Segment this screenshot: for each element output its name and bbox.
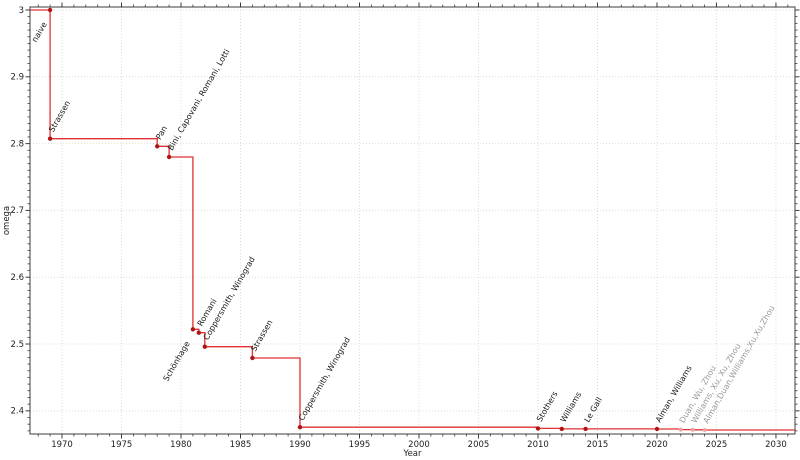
data-point-label: Strassen bbox=[47, 99, 72, 134]
x-tick-label: 2005 bbox=[468, 440, 490, 450]
data-point-marker bbox=[297, 425, 303, 430]
data-point-marker bbox=[690, 427, 695, 432]
data-point-label: naive bbox=[30, 20, 49, 43]
data-point-marker bbox=[202, 344, 207, 349]
data-point-marker bbox=[155, 144, 160, 149]
data-point-marker bbox=[535, 426, 541, 431]
data-point-label: Bini, Capovani, Romani, Lotti bbox=[166, 48, 232, 152]
data-point-marker bbox=[250, 355, 255, 361]
x-tick-label: 1985 bbox=[230, 440, 252, 450]
x-tick-label: 2020 bbox=[646, 440, 668, 450]
data-point-label: Williams bbox=[559, 390, 584, 424]
x-tick-label: 1975 bbox=[111, 440, 133, 450]
data-point-marker bbox=[702, 428, 707, 432]
data-point-marker bbox=[190, 327, 196, 332]
data-point-label: Pan bbox=[154, 124, 169, 141]
data-point-marker bbox=[47, 136, 53, 141]
y-tick-label: 2.7 bbox=[10, 206, 24, 216]
x-tick-label: 1990 bbox=[289, 440, 311, 450]
x-tick-label: 1995 bbox=[349, 440, 371, 450]
data-point-label: Schönhage bbox=[162, 340, 192, 383]
x-tick-label: 2015 bbox=[587, 440, 609, 450]
x-tick-label: 1970 bbox=[51, 440, 73, 450]
plot-box bbox=[29, 6, 796, 435]
x-tick-label: 2025 bbox=[706, 440, 728, 450]
data-point-marker bbox=[166, 154, 172, 160]
data-point-label: Alman,Duan,Williams,Xu,Xu,Zhou bbox=[702, 304, 777, 425]
y-axis-label: omega bbox=[2, 206, 12, 235]
omega-step-line bbox=[30, 9, 795, 431]
x-tick-label: 2010 bbox=[527, 440, 549, 450]
data-point-marker bbox=[196, 330, 201, 335]
data-point-marker bbox=[47, 7, 53, 13]
data-point-label: Le Gall bbox=[583, 396, 604, 424]
data-point-label: Coppersmith, Winograd bbox=[297, 336, 352, 422]
y-tick-label: 2.6 bbox=[10, 273, 24, 283]
x-axis-label: Year bbox=[403, 449, 423, 459]
y-tick-label: 2.5 bbox=[10, 340, 24, 350]
x-tick-label: 1980 bbox=[170, 440, 192, 450]
y-tick-label: 2.8 bbox=[10, 139, 24, 149]
y-tick-label: 2.9 bbox=[10, 73, 24, 83]
data-point-marker bbox=[678, 427, 683, 432]
data-point-marker bbox=[583, 426, 588, 432]
y-tick-label: 3 bbox=[19, 6, 24, 16]
x-tick-label: 2030 bbox=[765, 440, 787, 450]
data-point-label: Strassen bbox=[249, 318, 274, 353]
y-tick-label: 2.4 bbox=[10, 407, 24, 417]
x-tick-label: 2000 bbox=[408, 440, 430, 450]
data-point-label: Stothers bbox=[535, 390, 560, 424]
data-point-marker bbox=[654, 426, 660, 432]
data-point-marker bbox=[559, 426, 564, 432]
